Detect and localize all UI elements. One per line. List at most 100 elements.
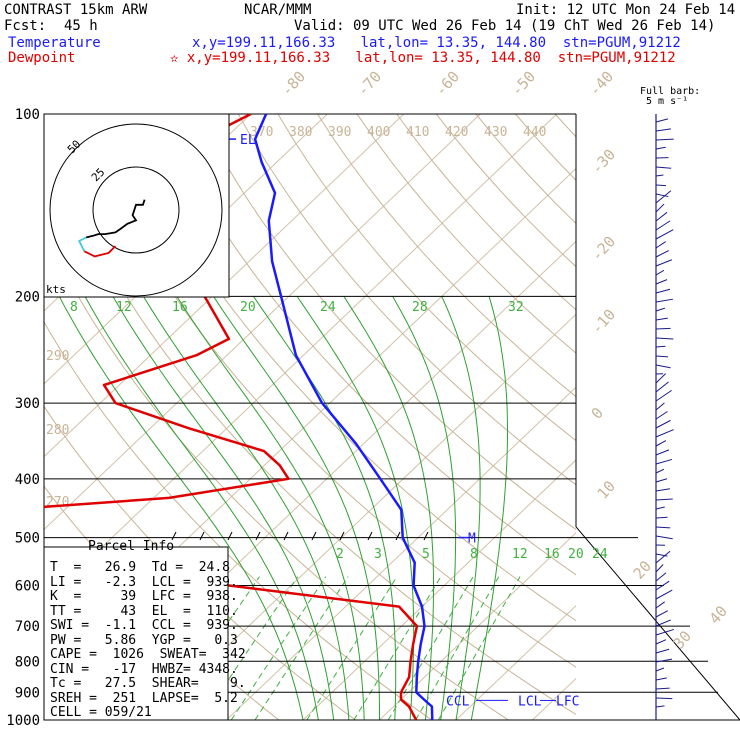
theta-label: 390: [328, 125, 351, 140]
wind-barb: [655, 337, 674, 340]
mixing-ratio-line: [437, 576, 521, 720]
barb-legend-value: 5 m s⁻¹: [646, 96, 689, 107]
wind-barb: [655, 146, 666, 150]
wind-barb: [655, 449, 670, 456]
level-marker-label: CCL: [446, 694, 470, 709]
wind-barb: [655, 498, 673, 501]
isotherm-line: [455, 605, 576, 720]
wind-barb: [655, 345, 666, 348]
isotherm-line: [149, 313, 576, 720]
wind-barb: [655, 516, 668, 519]
isotherm-label: 10: [594, 477, 619, 502]
isotherm-line: [686, 114, 740, 720]
parcel-info-table: T = 26.9 Td = 24.8 LI = -2.3 LCL = 939. K …: [50, 560, 246, 721]
dry-adiabat-line: [515, 114, 576, 181]
parcel-info-title: Parcel Info: [88, 539, 175, 554]
theta-label: 380: [289, 125, 312, 140]
wind-barb: [655, 389, 672, 402]
wind-barb: [655, 705, 665, 708]
isotherm-line: [44, 114, 558, 604]
wind-barb: [655, 628, 675, 636]
pressure-tick-label: 700: [15, 619, 40, 635]
hodograph-trace: [85, 199, 146, 239]
level-marker-label: EL: [240, 133, 256, 148]
isotherm-label: -70: [354, 67, 386, 99]
wind-barb: [655, 288, 671, 294]
dry-adiabat-line: [435, 114, 576, 268]
hodograph-ring: [92, 166, 180, 254]
wind-barb: [655, 553, 668, 557]
level-marker-label: LFC: [556, 694, 579, 709]
wind-barb: [655, 601, 666, 609]
parcel-info-row: LI = -2.3 LCL = 939.: [50, 574, 238, 590]
wind-barb: [655, 241, 666, 249]
parcel-info-row: Tc = 27.5 SHEAR= 9.: [50, 676, 246, 691]
dry-adiabat-line: [396, 114, 576, 311]
parcel-info-row: T = 26.9 Td = 24.8: [50, 560, 231, 575]
wind-barb: [655, 589, 673, 600]
hodograph-trace: [77, 236, 87, 252]
isotherm-line: [44, 114, 405, 458]
mixing-ratio-label: 24: [320, 300, 336, 315]
wind-barb: [655, 327, 671, 330]
dry-adiabat-line: [79, 114, 576, 668]
wind-barb: [655, 364, 671, 369]
mixing-ratio-label: 28: [412, 300, 428, 315]
dry-adiabat-line: [475, 114, 576, 225]
dry-adiabat-line: [317, 114, 576, 398]
wind-barb: [655, 697, 673, 700]
wind-barb: [655, 174, 664, 177]
hatch-mark: [199, 531, 205, 541]
parcel-info-row: PW = 5.86 YGP = 0.3: [50, 632, 238, 648]
level-marker-label: M: [468, 532, 476, 547]
pressure-tick-label: 600: [15, 579, 40, 595]
isotherm-label: 30: [670, 627, 695, 652]
wind-barb: [655, 128, 671, 132]
source-label: NCAR/MMM: [244, 2, 312, 18]
hodograph-trace: [84, 245, 117, 258]
dry-adiabat-line: [119, 114, 576, 622]
moist-adiabat-line: [296, 296, 415, 720]
isotherm-label: 40: [706, 602, 731, 627]
wind-barb: [655, 250, 669, 258]
hodograph-ring: [49, 123, 223, 297]
wind-barb: [655, 506, 665, 510]
dry-adiabat-line: [198, 114, 576, 531]
wind-barb: [655, 118, 669, 123]
parcel-info-row: SREH = 251 LAPSE= 5.2: [50, 690, 238, 706]
mixing-ratio-label: 3: [374, 547, 382, 562]
dry-adiabat-line: [277, 114, 576, 442]
parcel-info-row: SWI = -1.1 CCL = 939.: [50, 618, 238, 633]
mixing-ratio-label: 24: [592, 547, 608, 562]
mixing-ratio-line: [387, 576, 474, 720]
pressure-tick-label: 1000: [6, 713, 40, 729]
wind-barb: [655, 373, 666, 384]
wind-barb: [655, 580, 670, 591]
parcel-info-row: CIN = -17 HWBZ= 4348.: [50, 661, 238, 677]
theta-label: 410: [406, 125, 429, 140]
wind-barb: [655, 677, 667, 681]
isotherm-line: [302, 459, 576, 720]
theta-label: 430: [484, 125, 507, 140]
pressure-tick-label: 900: [15, 685, 40, 701]
parcel-info-row: TT = 43 EL = 110.: [50, 603, 238, 619]
wind-barb: [655, 184, 667, 187]
hodograph-units: kts: [46, 283, 66, 296]
hatch-mark: [395, 531, 401, 541]
level-marker-label: LCL: [518, 694, 542, 709]
isotherm-label: 20: [630, 557, 655, 582]
plot-lower-right-border: [575, 526, 740, 721]
isotherm-line: [532, 677, 576, 720]
hatch-mark: [283, 531, 289, 541]
wind-barb: [655, 193, 669, 198]
wind-barb: [655, 307, 666, 312]
wind-barb: [655, 411, 668, 420]
wind-barb: [655, 220, 671, 231]
mixing-ratio-label: 16: [172, 300, 188, 315]
barb-legend-title: Full barb:: [640, 86, 701, 97]
wind-barb: [655, 572, 667, 582]
isotherm-label: -30: [588, 145, 620, 177]
wind-barb: [655, 526, 671, 529]
mixing-ratio-label: 20: [568, 547, 584, 562]
